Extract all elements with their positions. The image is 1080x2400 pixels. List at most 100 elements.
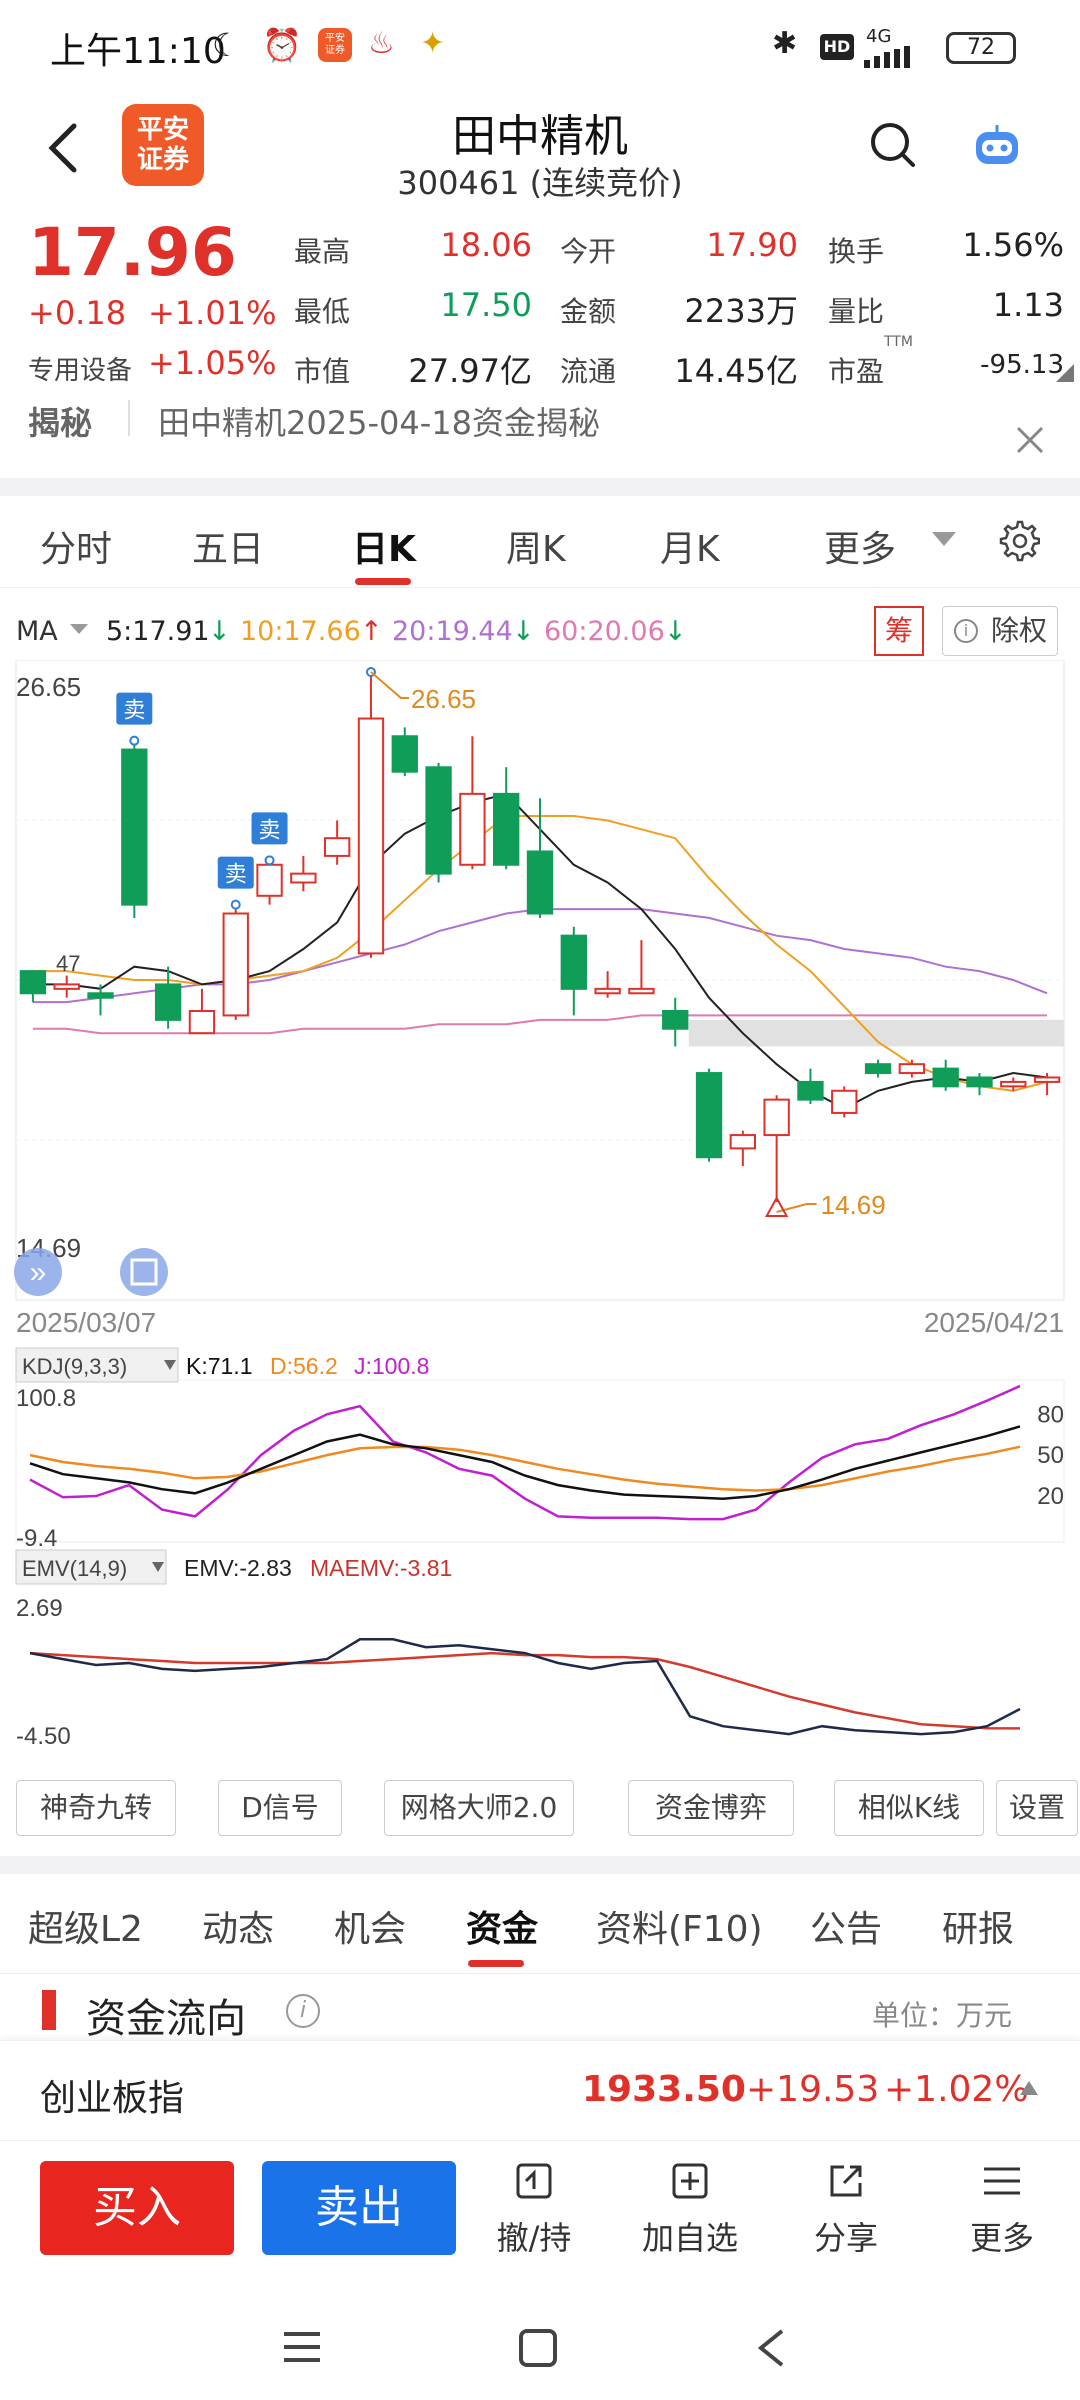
add-watch-icon bbox=[672, 2163, 708, 2199]
candle bbox=[729, 1130, 757, 1167]
more-action[interactable]: 更多 bbox=[942, 2159, 1062, 2259]
tool-settings[interactable]: 设置 bbox=[996, 1780, 1078, 1836]
nav-menu-icon[interactable] bbox=[282, 2330, 322, 2364]
reveal-banner[interactable]: 揭秘 田中精机2025-04-18资金揭秘 bbox=[0, 394, 1080, 478]
info-tabs: 超级L2 动态 机会 资金 资料(F10) 公告 研报 bbox=[0, 1874, 1080, 1974]
kdj-k-value: K:71.1 bbox=[186, 1353, 253, 1379]
tab-opportunity[interactable]: 机会 bbox=[334, 1909, 407, 1950]
tab-super-l2[interactable]: 超级L2 bbox=[28, 1909, 143, 1950]
candle bbox=[1033, 1073, 1061, 1096]
chart-period-tabs: 分时 五日 日K 周K 月K 更多 bbox=[0, 496, 1080, 588]
ma5-arrow-icon: ↓ bbox=[208, 616, 231, 647]
indicator-tools: 神奇九转 D信号 网格大师2.0 资金博弈 相似K线 设置 bbox=[0, 1780, 1080, 1842]
candle bbox=[526, 798, 554, 918]
info-icon: i bbox=[954, 619, 978, 643]
emv-name: EMV(14,9) bbox=[22, 1556, 127, 1581]
back-arrow-icon[interactable] bbox=[44, 118, 84, 178]
tab-research[interactable]: 研报 bbox=[942, 1909, 1015, 1950]
tab-f10[interactable]: 资料(F10) bbox=[596, 1909, 763, 1950]
pingan-app-icon: 平安 证券 bbox=[318, 28, 352, 62]
candle-body bbox=[864, 1063, 892, 1075]
active-tab-indicator bbox=[355, 578, 411, 585]
candle-body bbox=[966, 1076, 993, 1088]
pe-ttm-sup: TTM bbox=[884, 334, 913, 350]
quote-panel: 17.96 +0.18 +1.01% 专用设备 +1.05% 最高 18.06 … bbox=[0, 214, 1080, 394]
candle-body bbox=[87, 992, 114, 999]
open-label: 今开 bbox=[560, 235, 617, 268]
ma-dropdown-icon[interactable] bbox=[70, 624, 88, 636]
tab-news[interactable]: 动态 bbox=[202, 1909, 275, 1950]
share-action[interactable]: 分享 bbox=[786, 2159, 906, 2259]
candle bbox=[560, 926, 587, 1016]
candle-body bbox=[831, 1089, 858, 1114]
add-watch-label: 加自选 bbox=[641, 2219, 738, 2257]
sell-marker-dot bbox=[129, 735, 140, 746]
sell-button[interactable]: 卖出 bbox=[262, 2161, 456, 2255]
nav-back-icon[interactable] bbox=[756, 2328, 786, 2368]
pressure-zone bbox=[688, 1019, 1064, 1047]
search-icon[interactable] bbox=[868, 120, 916, 168]
tool-fund-game[interactable]: 资金博弈 bbox=[628, 1780, 794, 1836]
gear-icon[interactable] bbox=[996, 518, 1040, 562]
candle-body bbox=[459, 792, 486, 866]
kdj-j-line bbox=[29, 1384, 1021, 1521]
tab-announcement[interactable]: 公告 bbox=[810, 1909, 883, 1950]
candle bbox=[628, 940, 655, 995]
sector-change-pct: +1.05% bbox=[148, 344, 277, 382]
fund-info-icon[interactable]: i bbox=[286, 1994, 320, 2028]
chevron-down-icon[interactable] bbox=[932, 532, 956, 548]
tool-similar-k[interactable]: 相似K线 bbox=[834, 1780, 984, 1836]
tab-fund[interactable]: 资金 bbox=[466, 1909, 539, 1950]
fund-unit: 单位：万元 bbox=[872, 1999, 1013, 2032]
float-label: 流通 bbox=[560, 355, 617, 388]
candle-body bbox=[526, 850, 554, 915]
chip-button[interactable]: 筹 bbox=[874, 606, 924, 656]
candle-body bbox=[628, 987, 655, 995]
index-value: 1933.50 bbox=[582, 2069, 746, 2110]
buy-button[interactable]: 买入 bbox=[40, 2161, 234, 2255]
ma-label[interactable]: MA bbox=[16, 616, 58, 647]
ma20-arrow-icon: ↓ bbox=[512, 616, 535, 647]
close-icon[interactable] bbox=[1014, 424, 1046, 456]
candle-body bbox=[1033, 1076, 1061, 1083]
tab-monthly-k[interactable]: 月K bbox=[660, 529, 720, 570]
ma60-arrow-icon: ↓ bbox=[664, 616, 687, 647]
candle-body bbox=[188, 1010, 216, 1035]
add-watch-action[interactable]: 加自选 bbox=[630, 2159, 750, 2259]
tab-weekly-k[interactable]: 周K bbox=[506, 529, 566, 570]
kdj-frame bbox=[15, 1379, 1065, 1543]
candle bbox=[290, 855, 317, 892]
candle-body bbox=[695, 1072, 723, 1159]
ai-assistant-icon[interactable] bbox=[970, 122, 1024, 170]
tool-d-signal[interactable]: D信号 bbox=[218, 1780, 342, 1836]
price-change-pct: +1.01% bbox=[148, 294, 277, 332]
k-line-chart[interactable]: 卖卖卖卖26.6514.694726.6514.69»2025/03/07202… bbox=[0, 660, 1080, 1770]
index-ticker[interactable]: 创业板指 1933.50 +19.53 +1.02% bbox=[0, 2040, 1080, 2140]
low-value: 17.50 bbox=[440, 286, 532, 324]
nav-home-icon[interactable] bbox=[518, 2328, 558, 2368]
candle bbox=[87, 984, 114, 1016]
kdj-name: KDJ(9,3,3) bbox=[22, 1354, 127, 1379]
tab-five-day[interactable]: 五日 bbox=[192, 529, 265, 570]
tab-daily-k[interactable]: 日K bbox=[352, 529, 416, 570]
fuquan-button[interactable]: 除权 bbox=[942, 606, 1058, 656]
tool-magic-nine[interactable]: 神奇九转 bbox=[16, 1780, 176, 1836]
candle-body bbox=[53, 983, 80, 990]
ma20-line bbox=[32, 908, 1048, 1004]
candle-body bbox=[594, 987, 621, 995]
tab-intraday[interactable]: 分时 bbox=[40, 529, 113, 570]
expand-corner-icon[interactable] bbox=[1056, 364, 1074, 382]
sector-name[interactable]: 专用设备 bbox=[28, 356, 133, 386]
candle bbox=[831, 1086, 858, 1118]
x-end-label: 2025/04/21 bbox=[924, 1307, 1064, 1338]
moon-icon: ☾ bbox=[212, 26, 241, 64]
kdj-y-min: -9.4 bbox=[16, 1525, 57, 1552]
candle bbox=[493, 767, 520, 870]
price-change: +0.18 bbox=[28, 294, 127, 332]
tool-grid-master[interactable]: 网格大师2.0 bbox=[384, 1780, 574, 1836]
tab-more[interactable]: 更多 bbox=[824, 529, 897, 570]
withdraw-action[interactable]: 撤/持 bbox=[474, 2159, 594, 2259]
section-marker bbox=[42, 1990, 56, 2030]
candle bbox=[1000, 1077, 1027, 1091]
x-start-label: 2025/03/07 bbox=[16, 1307, 156, 1338]
